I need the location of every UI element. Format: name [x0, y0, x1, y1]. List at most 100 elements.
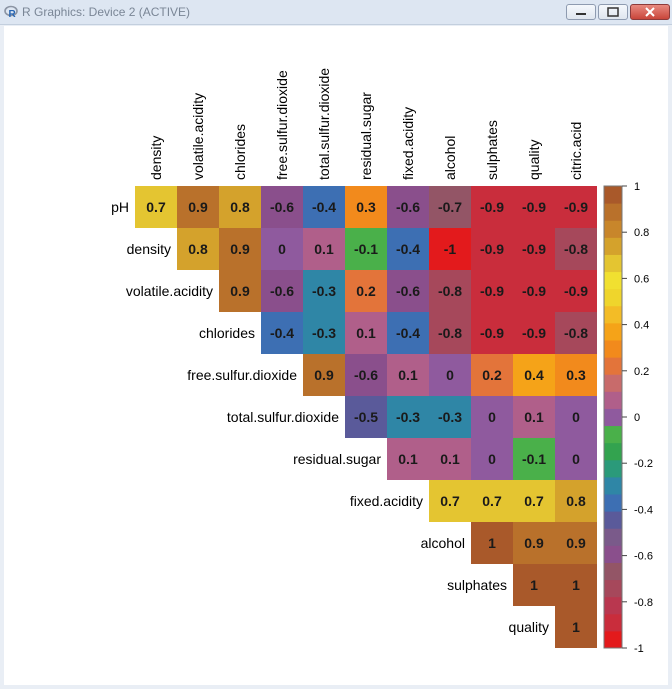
- colorbar-segment: [604, 220, 622, 238]
- svg-text:R: R: [9, 9, 17, 19]
- correlation-heatmap: density volatile.acidity chlorides free.sul…: [111, 68, 653, 655]
- heatmap-cell: [513, 186, 555, 228]
- heatmap-cell: [513, 312, 555, 354]
- cell-label: -0.5: [354, 409, 378, 425]
- heatmap-cell: [555, 186, 597, 228]
- heatmap-cell: [555, 606, 597, 648]
- cell-label: -0.9: [480, 241, 504, 257]
- cell-label: 0: [572, 409, 580, 425]
- heatmap-cell: [429, 396, 471, 438]
- heatmap-cell: [219, 228, 261, 270]
- cell-label: 0: [278, 241, 286, 257]
- cell-label: 1: [488, 535, 496, 551]
- colorbar-tick-label: -0.8: [634, 597, 653, 609]
- row-label: volatile.acidity: [126, 283, 213, 299]
- cell-label: 0.9: [230, 241, 250, 257]
- heatmap-cell: [471, 228, 513, 270]
- heatmap-cell: [303, 312, 345, 354]
- heatmap-cell: [555, 522, 597, 564]
- heatmap-cell: [471, 438, 513, 480]
- heatmap-cell: [135, 186, 177, 228]
- heatmap-cell: [345, 186, 387, 228]
- heatmap-cell: [513, 438, 555, 480]
- heatmap-cell: [555, 270, 597, 312]
- colorbar-tick-label: 0.2: [634, 366, 649, 378]
- window-title: R Graphics: Device 2 (ACTIVE): [22, 5, 191, 19]
- heatmap-cell: [429, 312, 471, 354]
- heatmap-cell: [471, 354, 513, 396]
- cell-label: 0.7: [146, 199, 166, 215]
- heatmap-cell: [345, 228, 387, 270]
- heatmap-cell: [429, 270, 471, 312]
- cell-label: -0.9: [522, 199, 546, 215]
- cell-label: -0.9: [564, 199, 588, 215]
- heatmap-cell: [429, 228, 471, 270]
- cell-label: 0.1: [440, 451, 460, 467]
- colorbar-segment: [604, 254, 622, 273]
- cell-label: -0.9: [564, 283, 588, 299]
- row-label: fixed.acidity: [350, 493, 423, 509]
- column-label: chlorides: [232, 124, 248, 180]
- heatmap-cell: [471, 312, 513, 354]
- row-label: quality: [509, 619, 549, 635]
- minimize-button[interactable]: [566, 4, 596, 20]
- heatmap-cell: [303, 186, 345, 228]
- cell-label: 0.4: [524, 367, 544, 383]
- cell-label: 0: [488, 409, 496, 425]
- heatmap-cell: [513, 270, 555, 312]
- cell-label: 0.1: [398, 367, 418, 383]
- close-button[interactable]: [630, 4, 670, 20]
- heatmap-cell: [555, 564, 597, 606]
- colorbar-segment: [604, 271, 622, 290]
- cell-label: 0.1: [356, 325, 376, 341]
- cell-label: 0.1: [314, 241, 334, 257]
- colorbar-tick-label: -0.6: [634, 551, 653, 563]
- cell-label: 0.3: [356, 199, 376, 215]
- column-label: total.sulfur.dioxide: [316, 68, 332, 180]
- colorbar-segment: [604, 476, 622, 495]
- cell-label: 0.9: [566, 535, 586, 551]
- cell-label: -0.9: [522, 283, 546, 299]
- row-label: total.sulfur.dioxide: [227, 409, 339, 425]
- colorbar-segment: [604, 579, 622, 598]
- row-label: pH: [111, 199, 129, 215]
- cell-label: 0.8: [230, 199, 250, 215]
- cell-label: 0.2: [356, 283, 376, 299]
- heatmap-cell: [261, 186, 303, 228]
- column-label: residual.sugar: [358, 92, 374, 180]
- heatmap-cell: [387, 438, 429, 480]
- row-label: sulphates: [447, 577, 507, 593]
- cell-label: -0.8: [438, 325, 462, 341]
- cell-label: -0.3: [312, 283, 336, 299]
- heatmap-cell: [219, 186, 261, 228]
- colorbar-segment: [604, 596, 622, 615]
- heatmap-cell: [345, 354, 387, 396]
- cell-label: 0.2: [482, 367, 502, 383]
- cell-label: -0.6: [270, 283, 294, 299]
- title-bar[interactable]: R R Graphics: Device 2 (ACTIVE): [0, 0, 672, 25]
- heatmap-cell: [387, 312, 429, 354]
- cell-label: -0.3: [396, 409, 420, 425]
- heatmap-cell: [429, 438, 471, 480]
- colorbar-segment: [604, 374, 622, 392]
- heatmap-cell: [513, 354, 555, 396]
- cell-label: -0.1: [522, 451, 546, 467]
- heatmap-cell: [555, 438, 597, 480]
- cell-label: 0.1: [398, 451, 418, 467]
- cell-label: 0.9: [188, 199, 208, 215]
- colorbar-segment: [604, 425, 622, 444]
- heatmap-cell: [555, 480, 597, 522]
- colorbar-segment: [604, 562, 622, 581]
- heatmap-cell: [303, 354, 345, 396]
- colorbar-segment: [604, 340, 622, 358]
- cell-label: -0.8: [438, 283, 462, 299]
- maximize-button[interactable]: [598, 4, 628, 20]
- colorbar-segment: [604, 630, 622, 649]
- colorbar-segment: [604, 459, 622, 478]
- maximize-icon: [607, 7, 619, 17]
- heatmap-cell: [177, 186, 219, 228]
- colorbar-tick-label: 0.6: [634, 273, 649, 285]
- colorbar-segment: [604, 494, 622, 512]
- colorbar-tick-label: -0.4: [634, 504, 653, 516]
